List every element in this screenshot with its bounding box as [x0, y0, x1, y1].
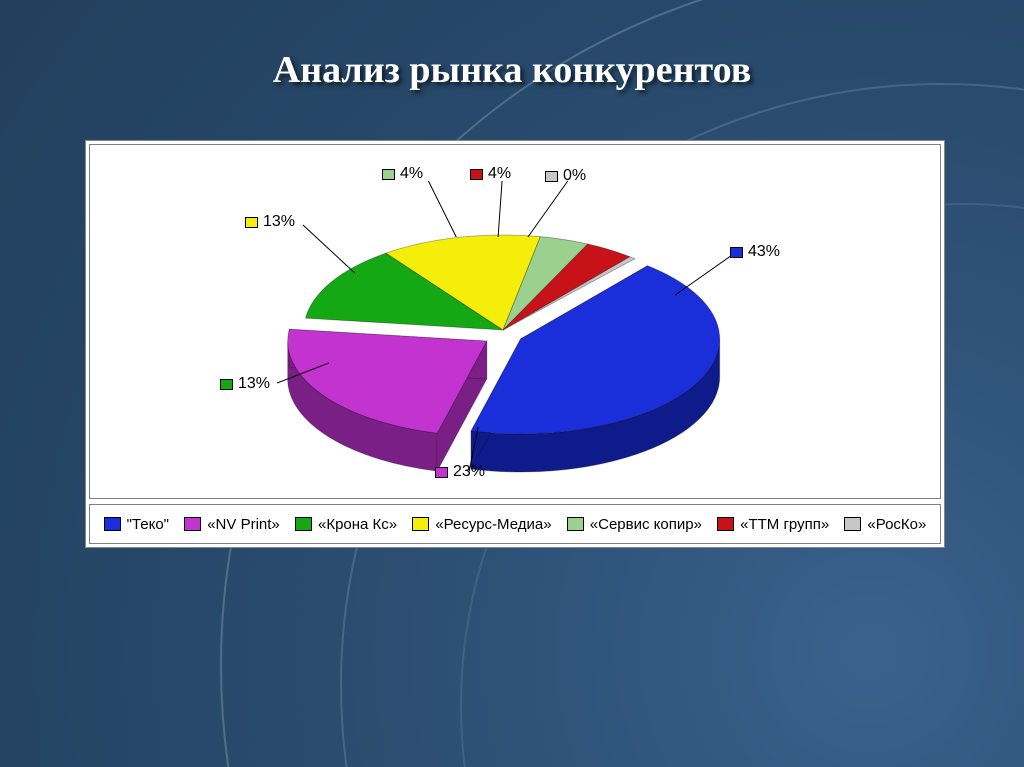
data-label-swatch [470, 169, 483, 180]
data-label-text: 43% [748, 243, 780, 261]
data-label: 13% [245, 213, 295, 231]
chart-legend: "Теко" «NV Print» «Крона Кс» «Ресурс-Медиа»… [89, 504, 941, 544]
legend-label: «РосКо» [867, 516, 926, 533]
data-label-text: 4% [488, 165, 511, 183]
legend-swatch [412, 517, 429, 531]
leader-line [428, 181, 456, 237]
data-label: 0% [545, 167, 586, 185]
data-label-swatch [220, 379, 233, 390]
pie-chart [90, 145, 940, 498]
legend-label: «Ресурс-Медиа» [435, 516, 551, 533]
leader-line [498, 181, 502, 237]
legend-swatch [184, 517, 201, 531]
slide: Анализ рынка конкурентов 43%23%13%13%4%4… [0, 0, 1024, 767]
legend-swatch [844, 517, 861, 531]
data-label: 4% [382, 165, 423, 183]
data-label-swatch [545, 171, 558, 182]
leader-line [303, 225, 355, 273]
legend-item: «РосКо» [844, 516, 926, 533]
legend-swatch [295, 517, 312, 531]
legend-label: «ТТМ групп» [740, 516, 829, 533]
legend-item: «Ресурс-Медиа» [412, 516, 551, 533]
data-label-swatch [435, 467, 448, 478]
data-label-text: 0% [563, 167, 586, 185]
data-label-swatch [730, 247, 743, 258]
legend-item: «NV Print» [184, 516, 280, 533]
chart-plot-area: 43% 23% 13% 13% 4% 4% 0% [89, 144, 941, 499]
data-label: 4% [470, 165, 511, 183]
data-label-text: 23% [453, 463, 485, 481]
data-label: 43% [730, 243, 780, 261]
legend-item: «Крона Кс» [295, 516, 397, 533]
slide-title: Анализ рынка конкурентов [0, 48, 1024, 92]
chart-container: 43% 23% 13% 13% 4% 4% 0% "Теко" «NV Print» «Крон… [85, 140, 945, 548]
legend-swatch [104, 517, 121, 531]
legend-label: «Крона Кс» [318, 516, 397, 533]
data-label-swatch [245, 217, 258, 228]
legend-label: "Теко" [127, 516, 169, 533]
data-label: 23% [435, 463, 485, 481]
legend-swatch [567, 517, 584, 531]
data-label-swatch [382, 169, 395, 180]
legend-label: «Сервис копир» [590, 516, 702, 533]
data-label-text: 13% [263, 213, 295, 231]
data-label-text: 4% [400, 165, 423, 183]
data-label-text: 13% [238, 375, 270, 393]
data-label: 13% [220, 375, 270, 393]
legend-swatch [717, 517, 734, 531]
legend-label: «NV Print» [207, 516, 280, 533]
legend-item: «Сервис копир» [567, 516, 702, 533]
leader-line [675, 253, 735, 295]
leader-line [528, 181, 568, 237]
legend-item: «ТТМ групп» [717, 516, 829, 533]
legend-item: "Теко" [104, 516, 169, 533]
